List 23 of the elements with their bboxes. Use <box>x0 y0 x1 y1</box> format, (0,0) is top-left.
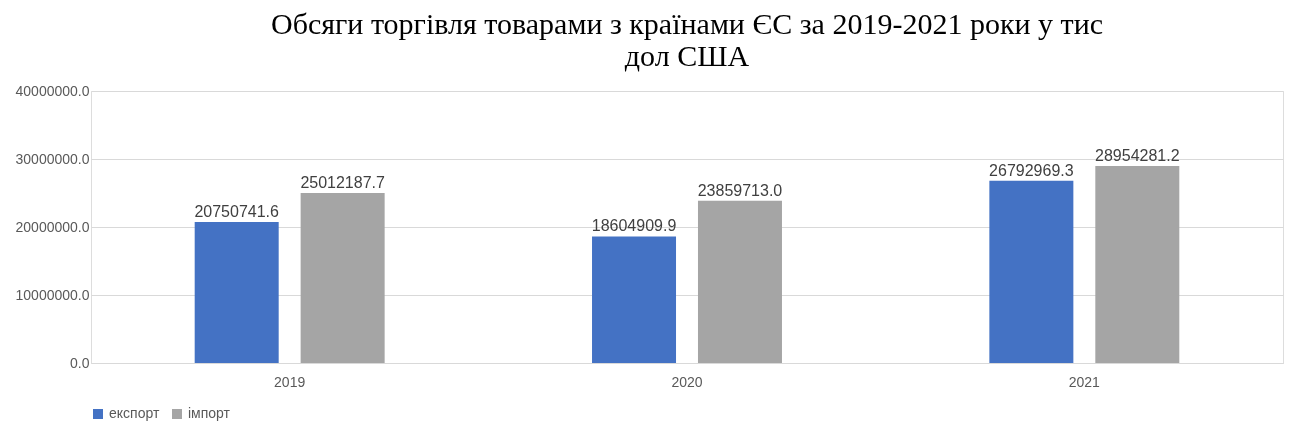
legend-label: імпорт <box>188 405 231 421</box>
data-label: 26792969.3 <box>989 161 1074 179</box>
y-tick-label: 0.0 <box>70 354 90 371</box>
data-label: 28954281.2 <box>1095 147 1180 165</box>
data-label: 23859713.0 <box>697 181 783 199</box>
y-tick-label: 40000000.0 <box>15 82 90 99</box>
legend-label: експорт <box>109 405 160 421</box>
bar <box>697 200 782 363</box>
bar <box>592 236 677 363</box>
chart-title: Обсяги торгівля товарами з країнами ЄС за 2019-2021 роки у тис дол США <box>270 7 1104 72</box>
x-tick-label: 2019 <box>274 373 306 390</box>
y-tick-label: 30000000.0 <box>15 150 90 167</box>
x-tick-label: 2020 <box>671 373 703 390</box>
y-tick-label: 10000000.0 <box>15 286 90 303</box>
x-tick-label: 2021 <box>1068 373 1101 390</box>
data-label: 18604909.9 <box>591 217 677 235</box>
bar <box>194 221 279 363</box>
data-label: 20750741.6 <box>194 202 280 220</box>
bar <box>989 180 1074 363</box>
bar <box>1095 166 1180 363</box>
bar <box>300 192 385 363</box>
y-tick-label: 20000000.0 <box>15 218 90 235</box>
data-label: 25012187.7 <box>300 173 386 191</box>
